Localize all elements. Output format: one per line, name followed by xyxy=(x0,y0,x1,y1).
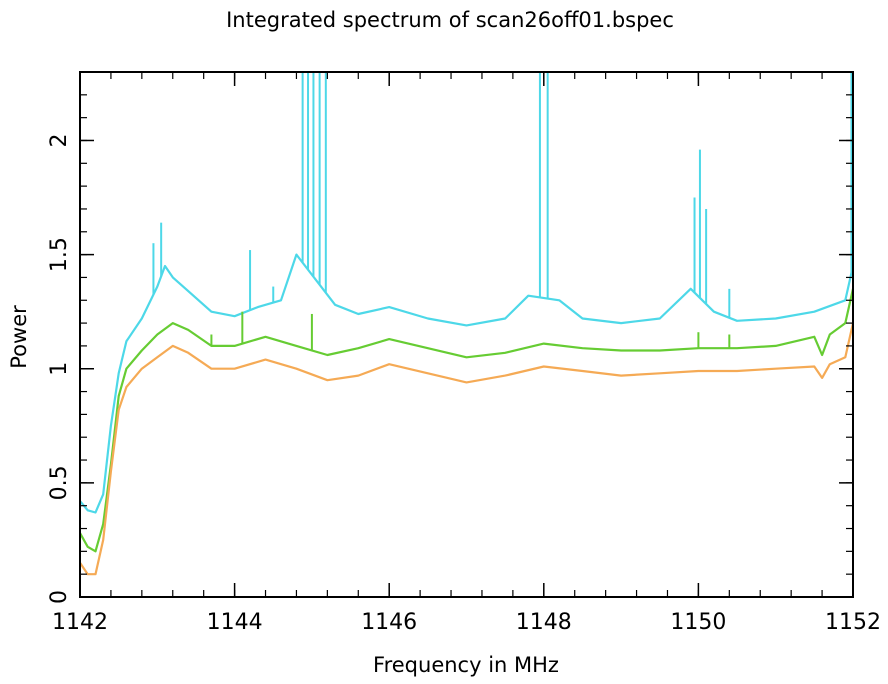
y-tick-label: 2 xyxy=(47,133,72,147)
y-tick-label: 0.5 xyxy=(47,465,72,500)
y-tick-label: 1 xyxy=(47,362,72,376)
x-tick-label: 1146 xyxy=(361,610,417,635)
x-tick-label: 1148 xyxy=(516,610,572,635)
y-axis-label: Power xyxy=(7,305,31,369)
series-line-1 xyxy=(79,253,855,514)
chart-title: Integrated spectrum of scan26off01.bspec xyxy=(226,8,674,32)
x-tick-label: 1152 xyxy=(825,610,881,635)
x-axis-label: Frequency in MHz xyxy=(373,653,559,677)
x-tick-label: 1142 xyxy=(52,610,108,635)
plot-frame xyxy=(79,71,854,598)
y-tick-label: 0 xyxy=(47,590,72,604)
ticks-layer: 1142 1144 1146 1148 1150 1152 0 0.5 1 1.5 2 xyxy=(47,71,881,635)
series-line-3 xyxy=(79,322,855,576)
y-tick-label: 1.5 xyxy=(47,237,72,272)
x-tick-label: 1150 xyxy=(670,610,726,635)
series-layer xyxy=(79,72,855,576)
x-tick-label: 1144 xyxy=(207,610,263,635)
series-line-2 xyxy=(79,288,855,553)
